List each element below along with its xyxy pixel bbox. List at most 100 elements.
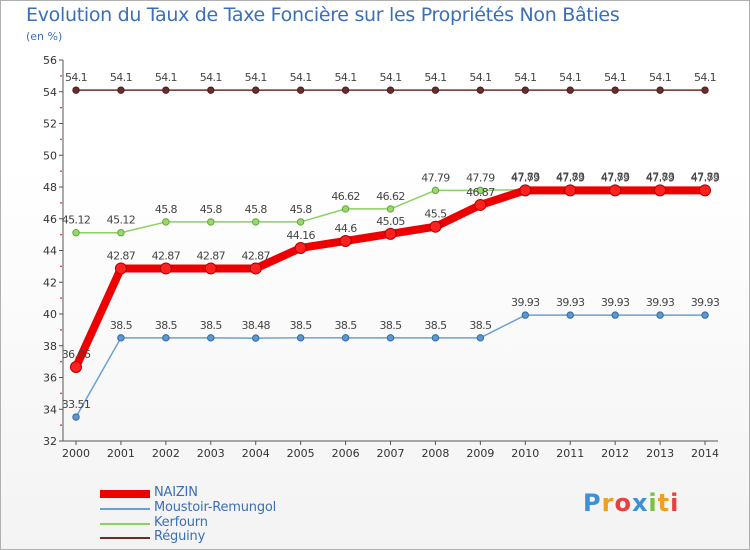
y-minor-mark [60,424,62,427]
data-point-kerfourn [72,229,80,237]
y-tick-label: 36 [43,372,57,385]
data-point-naizin [384,227,397,240]
y-minor-mark [60,392,62,395]
data-label-naizin: 42.87 [241,249,270,262]
y-minor-mark [60,74,62,77]
data-label-moustoir: 39.93 [556,296,585,309]
x-tick-label: 2014 [691,447,719,460]
data-point-kerfourn [252,218,260,226]
data-label-kerfourn: 47.83 [511,171,540,184]
data-label-reguiny: 54.1 [424,71,446,84]
x-tick-label: 2002 [152,447,180,460]
data-point-moustoir [252,334,260,342]
legend-swatch-kerfourn [100,523,150,525]
data-label-reguiny: 54.1 [649,71,671,84]
legend-label-moustoir: Moustoir-Remungol [154,500,277,515]
data-label-reguiny: 54.1 [694,71,716,84]
x-tick-label: 2003 [197,447,225,460]
y-minor-mark [60,201,62,204]
data-label-kerfourn: 45.8 [155,203,178,216]
x-tick-label: 2006 [332,447,360,460]
data-point-naizin [609,184,622,197]
data-label-naizin: 46.87 [466,186,495,199]
data-point-moustoir [162,334,170,342]
data-label-reguiny: 54.1 [155,71,177,84]
data-point-moustoir [117,334,125,342]
data-point-moustoir [296,334,305,342]
y-axis-unit: (en %) [26,30,63,43]
legend-label-naizin: NAIZIN [154,485,198,500]
data-label-reguiny: 54.1 [379,71,401,84]
data-label-reguiny: 54.1 [559,71,581,84]
data-point-reguiny [611,86,619,94]
data-label-kerfourn: 45.12 [107,214,136,227]
data-point-naizin [474,198,487,211]
x-tick-label: 2001 [107,447,135,460]
data-point-naizin [564,184,577,197]
data-point-naizin [519,184,532,197]
data-label-naizin: 47.79 [511,171,540,184]
data-point-moustoir [207,334,215,342]
data-label-naizin: 42.87 [197,249,226,262]
data-label-moustoir: 38.5 [335,319,358,332]
data-point-naizin [159,262,172,275]
data-label-naizin: 42.87 [152,249,181,262]
data-label-naizin: 45.05 [376,215,405,228]
data-point-moustoir [521,311,529,319]
data-point-naizin [429,220,442,233]
data-label-moustoir: 38.5 [200,319,223,332]
data-label-naizin: 47.79 [646,171,675,184]
y-tick-label: 40 [43,308,57,321]
data-label-kerfourn: 47.83 [646,171,675,184]
data-point-naizin [699,184,712,197]
data-label-moustoir: 38.5 [379,319,402,332]
data-point-reguiny [656,86,664,94]
data-point-reguiny [162,86,170,94]
data-label-moustoir: 39.93 [511,296,540,309]
data-label-reguiny: 54.1 [65,71,87,84]
data-label-reguiny: 54.1 [200,71,222,84]
data-point-moustoir [476,334,485,342]
data-point-moustoir [611,311,619,319]
data-point-reguiny [117,86,125,94]
y-tick-label: 56 [43,54,57,67]
data-label-naizin: 44.16 [286,229,315,242]
data-label-reguiny: 54.1 [335,71,357,84]
y-tick-label: 54 [43,86,57,99]
data-label-reguiny: 54.1 [245,71,267,84]
y-tick-label: 38 [43,340,57,353]
y-minor-mark [60,328,62,331]
data-label-moustoir: 33.51 [62,398,91,411]
y-minor-mark [60,265,62,268]
data-point-naizin [339,234,352,247]
logo-letter-i2: i [670,489,680,517]
data-label-moustoir: 38.5 [469,319,492,332]
y-tick-label: 50 [43,149,57,162]
data-label-naizin: 47.79 [556,171,585,184]
data-point-kerfourn [341,205,350,213]
data-label-moustoir: 39.93 [691,296,720,309]
data-label-moustoir: 39.93 [601,296,630,309]
y-minor-mark [60,360,62,363]
y-minor-mark [60,106,62,109]
data-point-kerfourn [296,218,305,226]
y-minor-mark [60,233,62,236]
data-point-kerfourn [162,218,170,226]
legend-swatch-reguiny [100,537,150,539]
data-point-reguiny [72,86,80,94]
data-label-reguiny: 54.1 [469,71,491,84]
data-label-reguiny: 54.1 [514,71,536,84]
y-tick-label: 32 [43,435,57,448]
data-label-reguiny: 54.1 [290,71,312,84]
x-tick-label: 2004 [242,447,270,460]
legend-label-kerfourn: Kerfourn [154,515,208,530]
data-label-kerfourn: 47.83 [691,171,720,184]
legend-swatch-moustoir [100,508,150,510]
data-point-naizin [204,262,217,275]
data-point-reguiny [341,86,350,94]
data-label-reguiny: 54.1 [604,71,626,84]
data-label-kerfourn: 45.12 [62,214,91,227]
data-point-reguiny [566,86,574,94]
data-point-naizin [249,262,262,275]
